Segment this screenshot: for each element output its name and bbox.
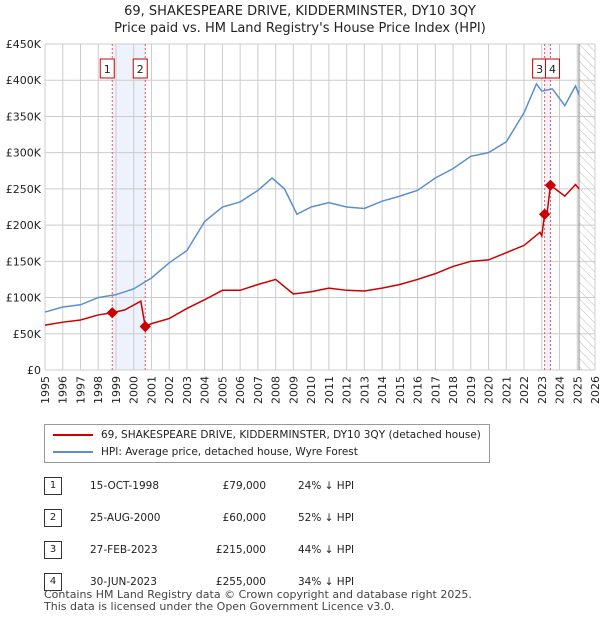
- x-tick-label: 2004: [199, 376, 212, 404]
- y-tick-label: £200K: [6, 219, 42, 232]
- sale-marker-label: 3: [536, 63, 543, 76]
- sale-date: 15-OCT-1998: [90, 480, 159, 492]
- x-tick-label: 2025: [571, 376, 584, 404]
- sale-price: £60,000: [222, 512, 266, 524]
- x-tick-label: 2023: [536, 376, 549, 404]
- transaction-row: 1 15-OCT-1998 £79,000 24% ↓ HPI: [44, 477, 424, 497]
- x-tick-label: 2019: [465, 376, 478, 404]
- x-tick-label: 1999: [110, 376, 123, 404]
- legend: 69, SHAKESPEARE DRIVE, KIDDERMINSTER, DY…: [44, 424, 490, 463]
- x-tick-label: 1998: [92, 376, 105, 404]
- legend-label: HPI: Average price, detached house, Wyre…: [101, 446, 358, 458]
- x-tick-label: 2003: [181, 376, 194, 404]
- sale-price: £255,000: [215, 576, 266, 588]
- footer-line: This data is licensed under the Open Gov…: [44, 600, 395, 613]
- footer-line: Contains HM Land Registry data © Crown c…: [44, 588, 472, 601]
- legend-label: 69, SHAKESPEARE DRIVE, KIDDERMINSTER, DY…: [101, 429, 481, 441]
- sale-marker-label: 1: [104, 63, 111, 76]
- sale-point: [538, 208, 551, 220]
- x-tick-label: 2011: [323, 376, 336, 404]
- x-tick-label: 2002: [163, 376, 176, 404]
- forecast-hatch: [579, 44, 595, 370]
- sale-point: [544, 179, 557, 191]
- x-tick-label: 2000: [128, 376, 141, 404]
- x-tick-label: 1995: [39, 376, 52, 404]
- hpi-diff: 52% ↓ HPI: [298, 512, 355, 524]
- x-tick-label: 2006: [234, 376, 247, 404]
- y-tick-label: £50K: [13, 328, 42, 341]
- x-tick-label: 1996: [57, 376, 70, 404]
- sale-point: [139, 320, 151, 333]
- x-tick-label: 2012: [341, 376, 354, 404]
- sale-date: 25-AUG-2000: [90, 512, 161, 524]
- footer: Contains HM Land Registry data © Crown c…: [44, 589, 472, 613]
- sale-marker-box: [544, 58, 560, 79]
- x-tick-label: 1997: [74, 376, 87, 404]
- y-tick-label: £450K: [6, 38, 42, 51]
- chart-subtitle: Price paid vs. HM Land Registry's House …: [114, 21, 486, 36]
- x-tick-label: 2021: [500, 376, 513, 404]
- ownership-shade: [112, 44, 146, 370]
- sale-price: £79,000: [222, 480, 266, 492]
- x-tick-label: 2018: [447, 376, 460, 404]
- y-tick-label: £250K: [6, 183, 42, 196]
- sale-marker-badge: 3: [44, 541, 62, 559]
- transaction-row: 2 25-AUG-2000 £60,000 52% ↓ HPI: [44, 509, 424, 529]
- hpi-diff: 24% ↓ HPI: [298, 480, 355, 492]
- y-tick-label: £400K: [6, 74, 42, 87]
- x-tick-label: 2007: [252, 376, 265, 404]
- y-tick-label: £300K: [6, 147, 42, 160]
- series-line: [44, 183, 580, 328]
- x-tick-label: 2009: [287, 376, 300, 404]
- x-tick-label: 2026: [589, 376, 600, 404]
- transaction-row: 4 30-JUN-2023 £255,000 34% ↓ HPI: [44, 573, 424, 593]
- x-tick-label: 2015: [394, 376, 407, 404]
- x-tick-label: 2001: [145, 376, 158, 404]
- transaction-row: 3 27-FEB-2023 £215,000 44% ↓ HPI: [44, 541, 424, 561]
- legend-item-hpi: HPI: Average price, detached house, Wyre…: [53, 446, 358, 458]
- sale-date: 27-FEB-2023: [90, 544, 158, 556]
- sale-date: 30-JUN-2023: [90, 576, 157, 588]
- x-tick-label: 2016: [412, 376, 425, 404]
- x-tick-label: 2008: [270, 376, 283, 404]
- series-line: [44, 82, 580, 313]
- x-tick-label: 2014: [376, 376, 389, 404]
- hpi-diff: 44% ↓ HPI: [298, 544, 355, 556]
- sale-marker-badge: 4: [44, 573, 62, 591]
- x-tick-label: 2020: [483, 376, 496, 404]
- x-tick-label: 2022: [518, 376, 531, 404]
- legend-item-property: 69, SHAKESPEARE DRIVE, KIDDERMINSTER, DY…: [53, 429, 481, 441]
- x-tick-label: 2005: [216, 376, 229, 404]
- y-tick-label: £150K: [6, 255, 42, 268]
- chart-title: 69, SHAKESPEARE DRIVE, KIDDERMINSTER, DY…: [124, 4, 476, 19]
- y-tick-label: £0: [27, 364, 41, 377]
- sale-marker-badge: 2: [44, 509, 62, 527]
- y-tick-label: £100K: [6, 292, 42, 305]
- x-tick-label: 2013: [358, 376, 371, 404]
- x-tick-label: 2010: [305, 376, 318, 404]
- sale-price: £215,000: [215, 544, 266, 556]
- sale-marker-label: 2: [137, 63, 144, 76]
- y-tick-label: £350K: [6, 110, 42, 123]
- sale-marker-box: [132, 58, 148, 79]
- sale-marker-label: 4: [549, 63, 556, 76]
- sale-marker-badge: 1: [44, 477, 62, 495]
- hpi-diff: 34% ↓ HPI: [298, 576, 355, 588]
- x-tick-label: 2024: [554, 376, 567, 404]
- sale-marker-box: [99, 58, 115, 79]
- price-chart: 1995 1996 1997 1998 1999 2000 2001 2002 2003 2004…: [6, 38, 600, 404]
- x-tick-label: 2017: [429, 376, 442, 404]
